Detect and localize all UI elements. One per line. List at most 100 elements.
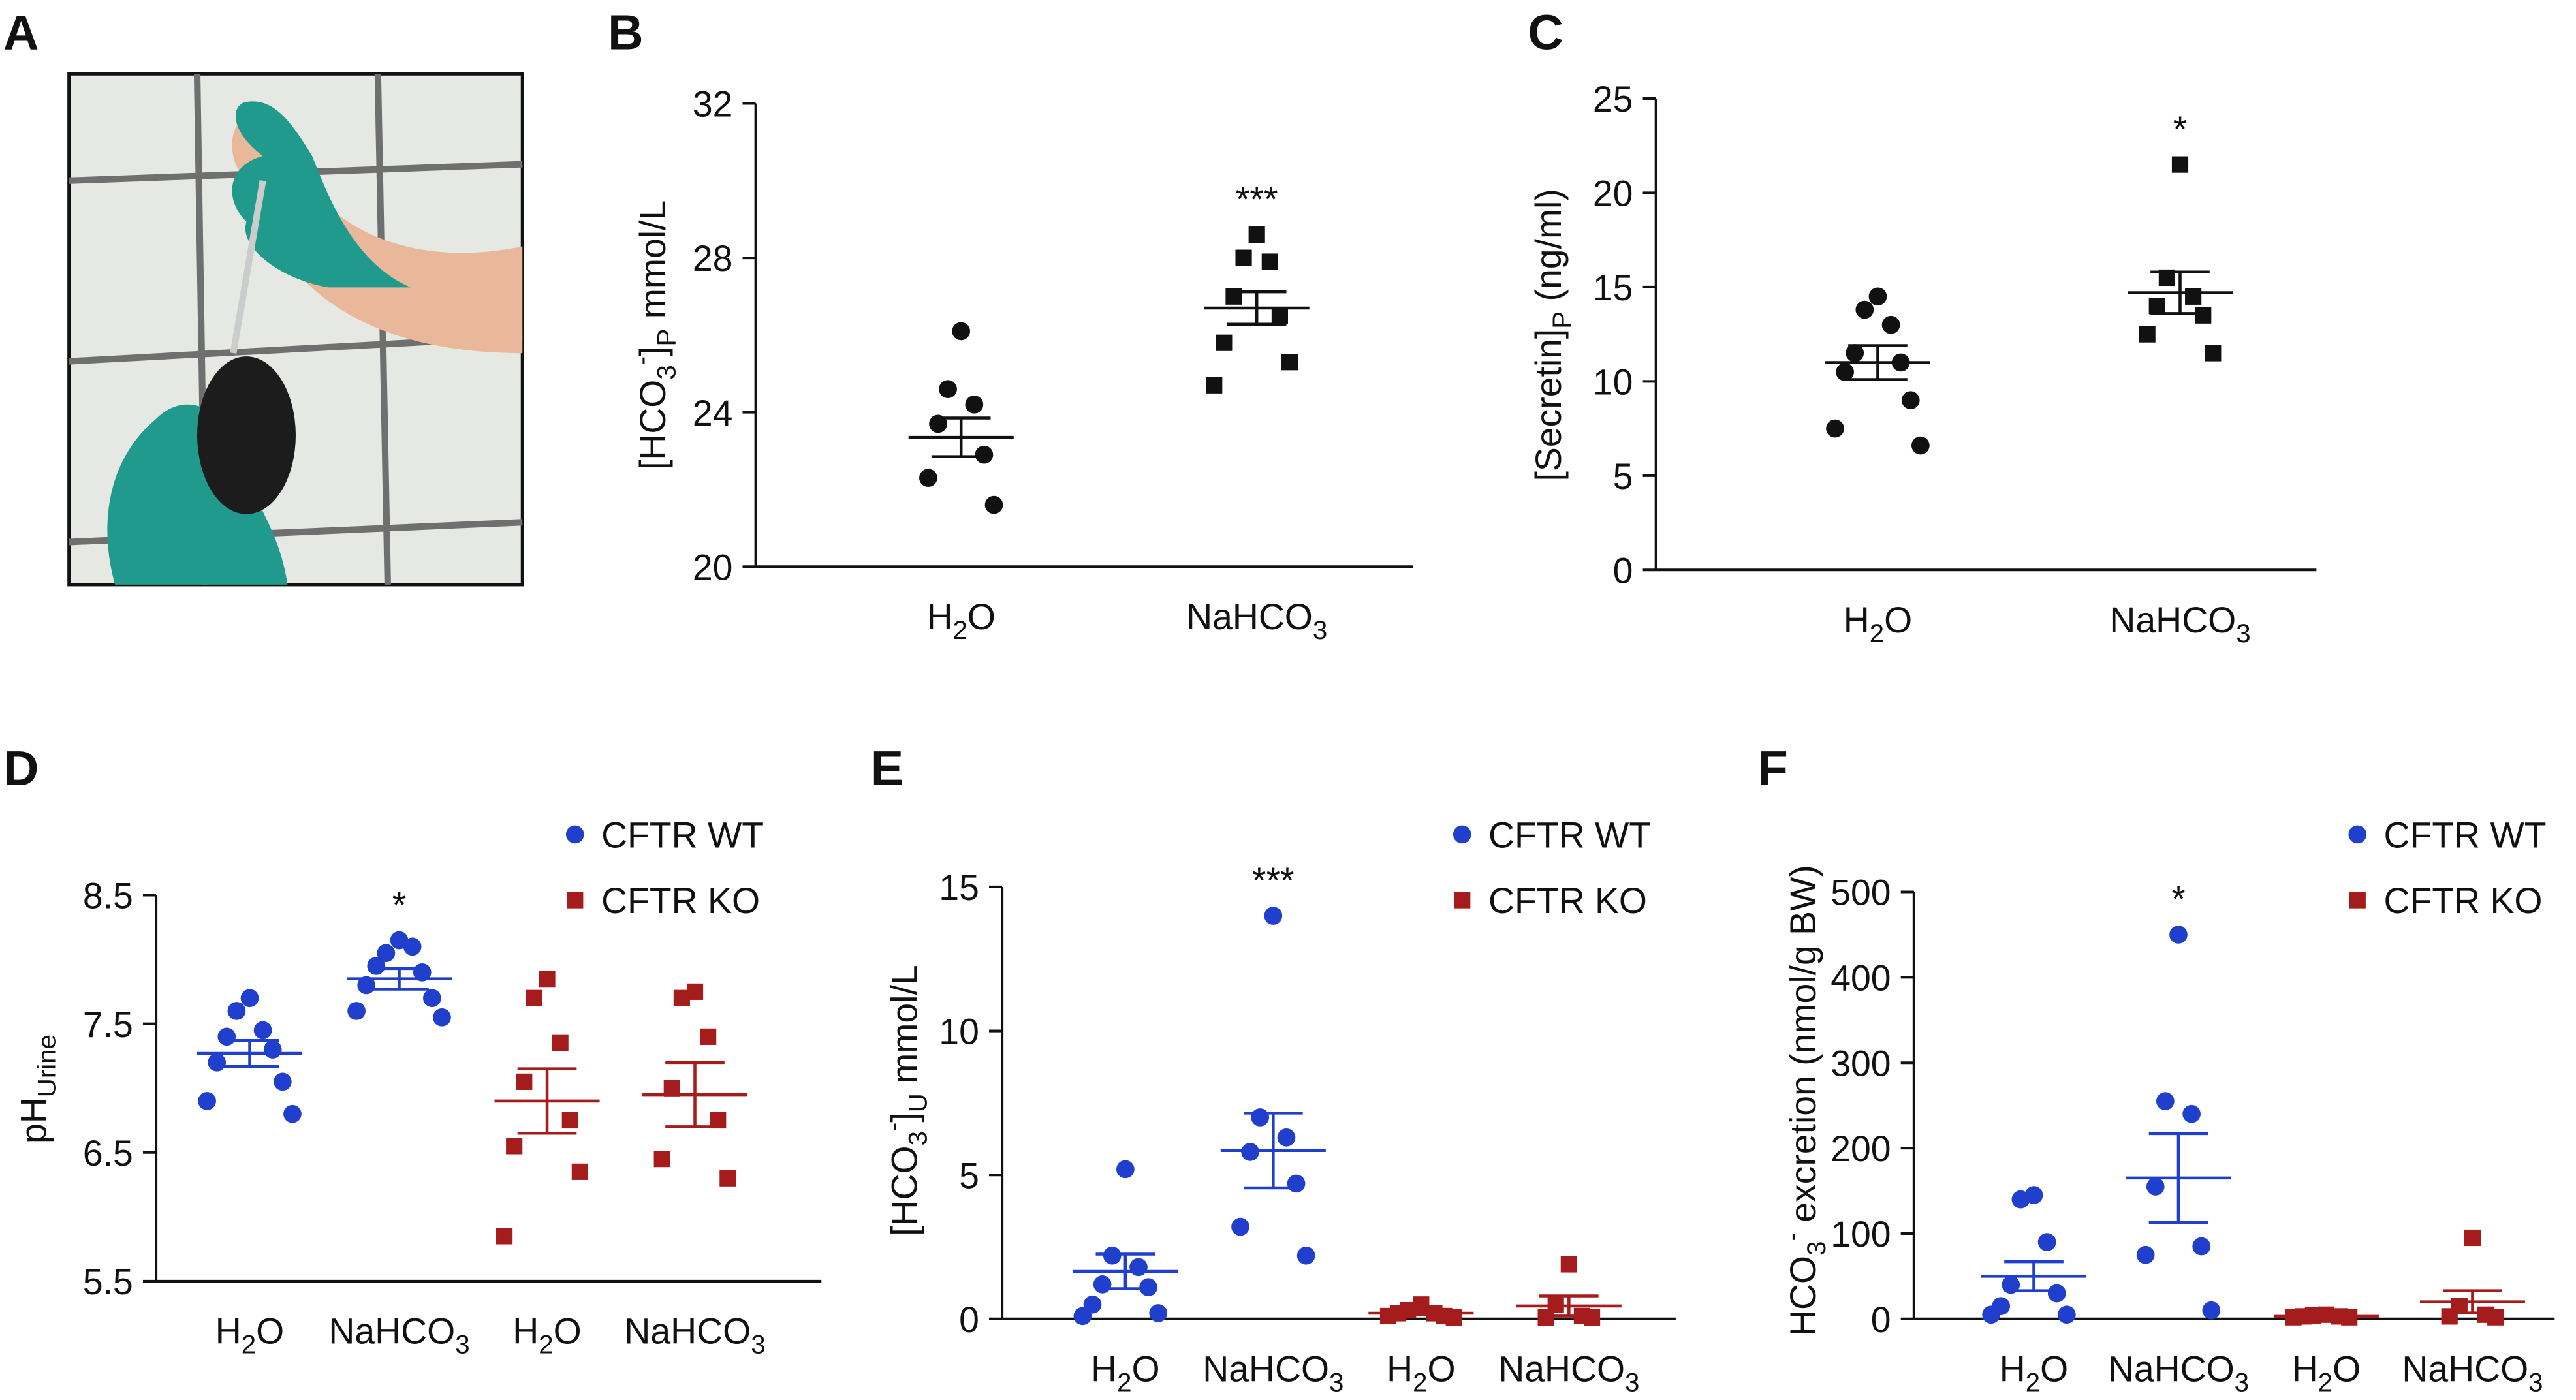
text-segment: 2 — [1413, 1368, 1427, 1397]
text-segment: 3 — [652, 365, 681, 379]
sem-bar — [1227, 290, 1287, 326]
data-point — [2058, 1305, 2076, 1324]
data-point — [700, 1028, 717, 1045]
y-tick-label: 5 — [1613, 456, 1633, 497]
x-tick-label: NaHCO3 — [1186, 597, 1327, 645]
y-tick-label: 200 — [1830, 1128, 1891, 1169]
text-segment: NaHCO — [328, 1311, 455, 1352]
text-segment: 3 — [2235, 1368, 2249, 1397]
y-tick-label: 500 — [1830, 873, 1891, 913]
y-axis-label: pHUrine — [13, 1034, 61, 1143]
text-segment: NaHCO — [1498, 1348, 1625, 1389]
data-point — [2195, 307, 2212, 324]
data-point — [2139, 326, 2156, 343]
data-point — [1846, 344, 1864, 362]
x-tick-label: NaHCO3 — [2402, 1348, 2543, 1397]
text-segment: NaHCO — [2108, 1348, 2235, 1389]
data-point — [274, 1072, 292, 1091]
data-point — [2148, 298, 2165, 315]
data-point — [423, 989, 441, 1008]
text-segment: P — [652, 329, 681, 347]
x-tick-label: H2O — [2000, 1348, 2068, 1397]
significance: *** — [1236, 179, 1278, 219]
panel-2: C 0 5 10 15 20 25 H2O NaHCO3 [Secretin]P (ng/ml) * — [1528, 5, 2317, 648]
data-point — [1881, 315, 1900, 334]
data-point — [1149, 1304, 1168, 1322]
text-segment: 2 — [1870, 619, 1884, 648]
text-segment: 3 — [1329, 1368, 1343, 1397]
data-point — [653, 1151, 670, 1168]
data-point — [561, 1112, 578, 1129]
text-segment: HCO — [1783, 1256, 1823, 1336]
text-segment: O — [2333, 1348, 2361, 1389]
x-tick-label: H2O — [1844, 600, 1912, 648]
data-point — [919, 469, 937, 488]
data-point — [673, 989, 690, 1006]
text-segment: mmol/L — [633, 200, 673, 329]
data-point — [975, 445, 994, 464]
x-tick-label: NaHCO3 — [1202, 1348, 1343, 1397]
data-point — [1911, 436, 1930, 455]
sem-bar — [1095, 1252, 1155, 1290]
y-tick-label: 25 — [1593, 79, 1633, 119]
legend-label: CFTR KO — [1488, 880, 1647, 921]
panel-label: E — [871, 741, 903, 796]
data-point — [1235, 249, 1252, 266]
data-point — [965, 395, 984, 414]
data-point — [1296, 1246, 1315, 1265]
text-segment: 2 — [1117, 1368, 1131, 1397]
panel-label: C — [1528, 5, 1563, 59]
panel-label: D — [3, 741, 39, 796]
text-segment: pH — [13, 1097, 54, 1143]
text-segment: 2 — [2318, 1368, 2333, 1397]
sem-bar — [931, 416, 991, 458]
data-point — [1901, 391, 1920, 410]
data-point — [198, 1092, 216, 1110]
text-segment: H — [1844, 600, 1870, 640]
text-segment: H — [2292, 1348, 2318, 1389]
text-segment: 2 — [539, 1330, 553, 1360]
sem-bar — [2150, 270, 2210, 315]
text-segment: NaHCO — [1202, 1348, 1329, 1389]
text-segment: O — [554, 1311, 582, 1352]
data-point — [1855, 300, 1874, 319]
y-tick-label: 24 — [693, 393, 733, 433]
data-point — [1271, 307, 1288, 324]
y-tick-label: 0 — [1613, 550, 1633, 591]
data-point — [939, 380, 957, 399]
text-segment: NaHCO — [624, 1311, 751, 1352]
data-point — [496, 1228, 513, 1245]
data-point — [217, 1027, 236, 1046]
data-point — [719, 1170, 736, 1187]
data-point — [2136, 1245, 2155, 1264]
text-segment: 3 — [1313, 615, 1327, 645]
syringe — [230, 179, 266, 354]
data-point — [984, 495, 1003, 514]
y-tick-label: 5 — [959, 1155, 979, 1196]
y-tick-label: 10 — [939, 1012, 979, 1052]
data-point — [1116, 1160, 1135, 1179]
data-point — [403, 937, 422, 956]
data-point — [2171, 156, 2189, 173]
x-tick-label: H2O — [512, 1311, 581, 1360]
legend-marker — [1453, 825, 1471, 844]
data-point — [1982, 1305, 2000, 1324]
sem-bar — [369, 967, 429, 991]
y-tick-label: 20 — [693, 547, 733, 587]
text-segment: (ng/ml) — [1528, 189, 1569, 311]
legend-label: CFTR WT — [1488, 815, 1651, 856]
sem-bar — [2148, 1132, 2208, 1224]
data-point — [1287, 1174, 1306, 1193]
text-segment: 2 — [952, 615, 967, 645]
x-tick-label: NaHCO3 — [624, 1311, 765, 1360]
text-segment: [HCO — [884, 1145, 924, 1236]
data-point — [952, 322, 971, 341]
data-point — [240, 989, 259, 1008]
text-segment: [Secretin] — [1528, 329, 1569, 482]
data-point — [1560, 1256, 1577, 1273]
data-point — [1277, 1128, 1296, 1147]
text-segment: 3 — [903, 1131, 932, 1145]
